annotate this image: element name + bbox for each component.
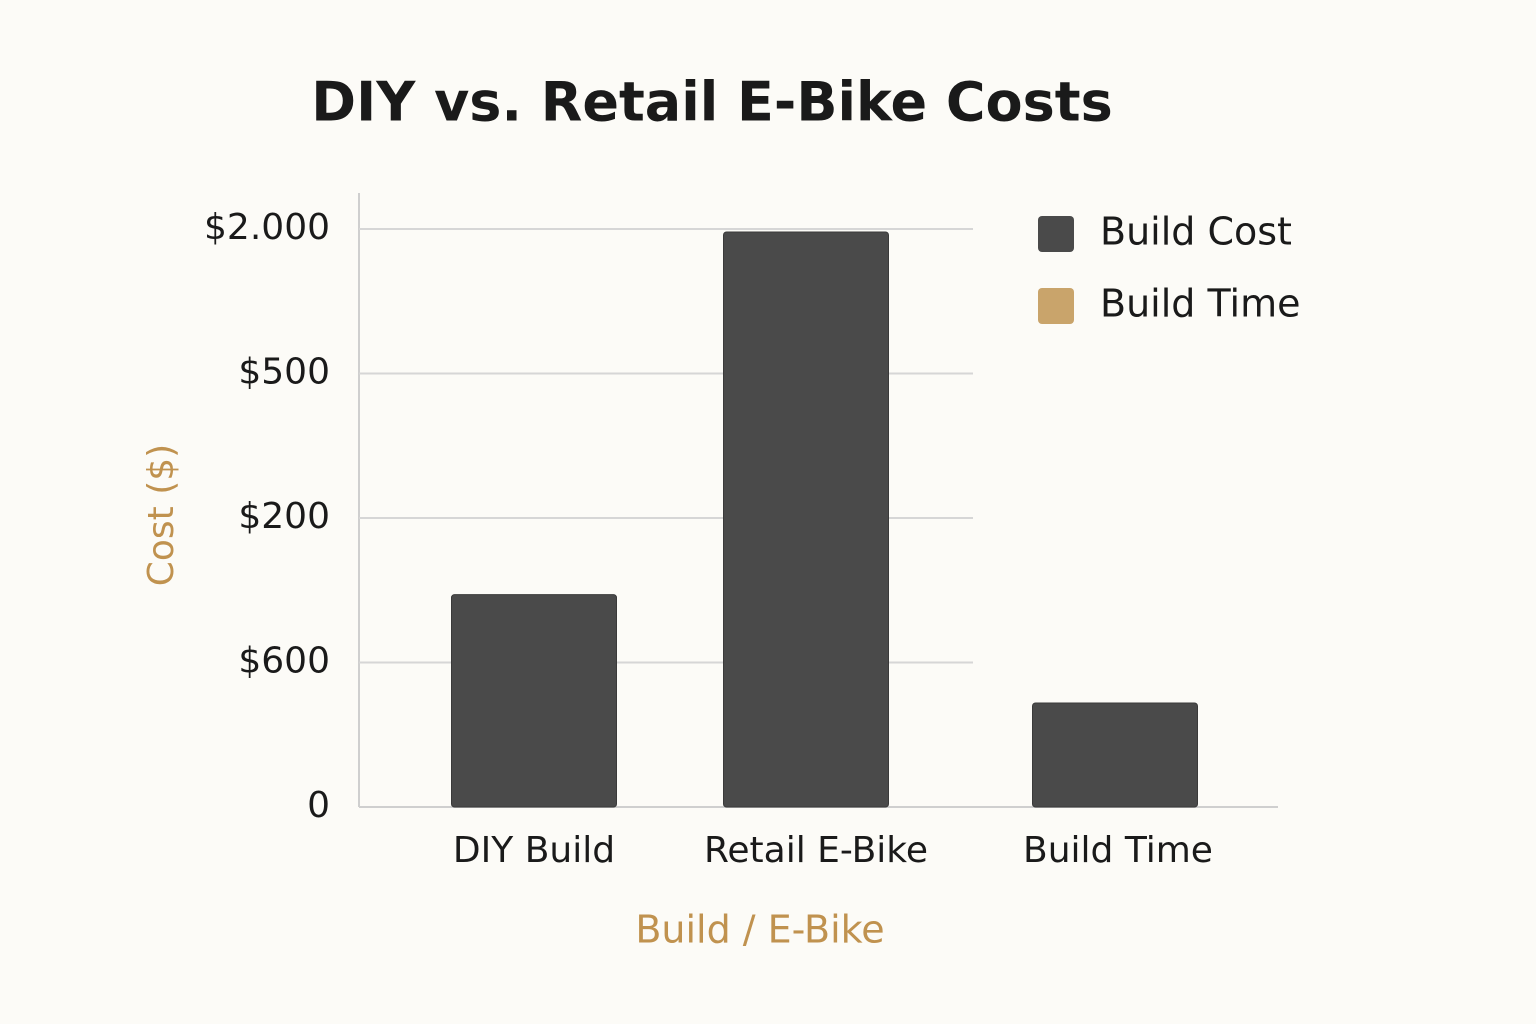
y-tick-label: $500: [238, 352, 330, 393]
legend-label: Build Time: [1100, 282, 1300, 326]
y-tick-label: $200: [238, 496, 330, 537]
x-axis-title: Build / E-Bike: [635, 908, 884, 952]
legend-swatch: [1038, 288, 1074, 324]
bar: [723, 231, 889, 808]
chart-title: DIY vs. Retail E-Bike Costs: [311, 71, 1112, 134]
x-tick-label: Retail E-Bike: [704, 830, 928, 871]
y-tick-label: $2.000: [204, 207, 330, 248]
legend-label: Build Cost: [1100, 210, 1292, 254]
x-tick-label: Build Time: [1023, 830, 1213, 871]
y-tick-label: $600: [238, 641, 330, 682]
bar: [1032, 702, 1198, 808]
y-axis-title: Cost ($): [141, 444, 182, 586]
bar: [451, 594, 617, 808]
y-tick-label: 0: [307, 785, 330, 826]
legend-swatch: [1038, 216, 1074, 252]
x-tick-label: DIY Build: [453, 830, 615, 871]
